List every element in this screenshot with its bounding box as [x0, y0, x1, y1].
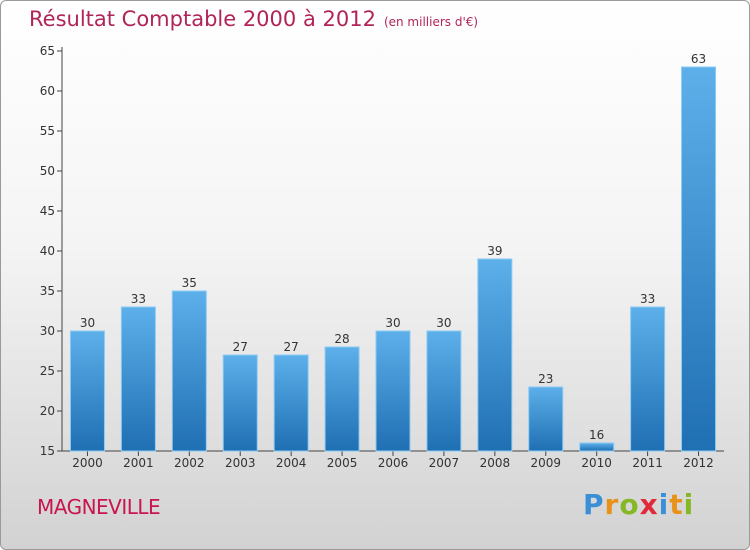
x-tick-label: 2008	[480, 456, 511, 470]
x-tick-label: 2002	[174, 456, 205, 470]
bar-value-label: 35	[182, 276, 197, 290]
x-tick-label: 2005	[327, 456, 358, 470]
y-tick-label: 20	[40, 404, 55, 418]
bar-2010[interactable]	[579, 442, 615, 452]
bar-value-label: 30	[385, 316, 400, 330]
x-tick-label: 2010	[581, 456, 612, 470]
bar-2012[interactable]	[681, 66, 717, 452]
bar-value-label: 33	[131, 292, 146, 306]
y-tick-label: 35	[40, 284, 55, 298]
x-tick-label: 2000	[72, 456, 103, 470]
x-tick-label: 2011	[632, 456, 663, 470]
bar-value-label: 33	[640, 292, 655, 306]
bar-value-label: 30	[80, 316, 95, 330]
bar-value-label: 63	[691, 52, 706, 66]
y-tick-label: 65	[40, 44, 55, 58]
bar-value-label: 23	[538, 372, 553, 386]
proxiti-logo[interactable]: Proxiti	[583, 488, 694, 521]
bar-2000[interactable]	[69, 330, 105, 452]
logo-letter: i	[658, 488, 670, 521]
bar-2009[interactable]	[528, 386, 564, 452]
x-tick-label: 2012	[683, 456, 714, 470]
bar-value-label: 27	[233, 340, 248, 354]
logo-letter: r	[604, 488, 620, 521]
town-label: MAGNEVILLE	[37, 495, 161, 519]
bar-2003[interactable]	[222, 354, 258, 452]
x-tick-label: 2007	[429, 456, 460, 470]
bar-value-label: 28	[334, 332, 349, 346]
bar-2008[interactable]	[477, 258, 513, 452]
y-tick-label: 30	[40, 324, 55, 338]
bar-value-label: 16	[589, 428, 604, 442]
x-tick-label: 2006	[378, 456, 409, 470]
bar-2007[interactable]	[426, 330, 462, 452]
bar-value-label: 27	[284, 340, 299, 354]
logo-letter: i	[683, 488, 695, 521]
logo-letter: t	[669, 488, 684, 521]
y-tick-label: 15	[40, 444, 55, 458]
y-tick-label: 40	[40, 244, 55, 258]
x-tick-label: 2003	[225, 456, 256, 470]
bar-2006[interactable]	[375, 330, 411, 452]
bar-2004[interactable]	[273, 354, 309, 452]
bar-value-label: 39	[487, 244, 502, 258]
chart-title: Résultat Comptable 2000 à 2012 (en millie…	[29, 7, 478, 31]
bar-value-label: 30	[436, 316, 451, 330]
x-tick-label: 2004	[276, 456, 307, 470]
y-tick-label: 25	[40, 364, 55, 378]
y-tick-label: 60	[40, 84, 55, 98]
logo-letter: P	[583, 488, 605, 521]
x-tick-label: 2001	[123, 456, 154, 470]
logo-letter: x	[639, 488, 659, 521]
chart-title-text: Résultat Comptable 2000 à 2012	[29, 7, 376, 31]
x-tick-label: 2009	[530, 456, 561, 470]
bar-2011[interactable]	[630, 306, 666, 452]
bar-2005[interactable]	[324, 346, 360, 452]
chart-subtitle: (en milliers d'€)	[383, 15, 479, 29]
y-tick-label: 45	[40, 204, 55, 218]
logo-letter: o	[619, 488, 640, 521]
bar-2001[interactable]	[120, 306, 156, 452]
y-tick-label: 55	[40, 124, 55, 138]
bar-2002[interactable]	[171, 290, 207, 452]
y-tick-label: 50	[40, 164, 55, 178]
